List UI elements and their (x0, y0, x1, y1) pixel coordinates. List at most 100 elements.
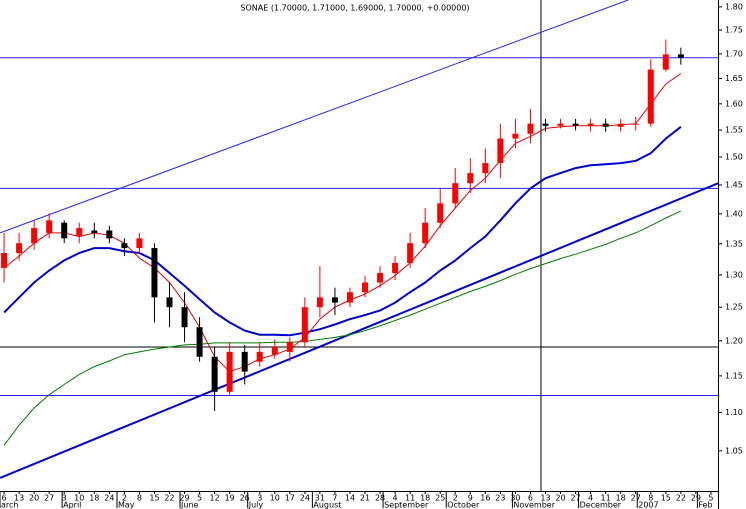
x-tick-label: 11 (601, 494, 611, 503)
month-label: July (248, 501, 264, 509)
candle-body (677, 54, 684, 58)
x-tick-label: 8 (648, 494, 653, 503)
x-tick-label: 18 (89, 494, 99, 503)
month-label: arch (1, 501, 18, 509)
x-tick-label: 29 (179, 494, 189, 503)
x-tick-label: 3 (257, 494, 262, 503)
x-tick-label: 11 (405, 494, 415, 503)
y-tick-label: 1.35 (725, 239, 743, 248)
candle-body (452, 183, 459, 204)
x-tick-label: 7 (332, 494, 337, 503)
candle-body (136, 238, 143, 249)
x-tick-label: 29 (691, 494, 701, 503)
x-tick-label: 30 (510, 494, 520, 503)
month-label: October (447, 501, 480, 509)
x-tick-label: 22 (676, 494, 686, 503)
trend-line (0, 0, 629, 234)
trend-line (0, 182, 718, 479)
month-label: August (313, 501, 341, 509)
x-tick-label: 26 (240, 494, 250, 503)
x-tick-label: 18 (420, 494, 430, 503)
x-tick-label: 9 (468, 494, 473, 503)
x-tick-label: 10 (74, 494, 84, 503)
y-tick-label: 1.40 (725, 209, 743, 218)
x-tick-label: 15 (149, 494, 159, 503)
x-tick-label: 12 (210, 494, 220, 503)
x-tick-label: 2 (122, 494, 127, 503)
candle-body (1, 253, 8, 268)
x-tick-label: 20 (29, 494, 39, 503)
candle-body (271, 347, 278, 355)
x-tick-label: 4 (588, 494, 593, 503)
candle-body (121, 243, 128, 249)
moving-average-line (3, 73, 682, 373)
x-tick-label: 27 (631, 494, 641, 503)
candle-body (542, 123, 549, 126)
month-label: December (580, 501, 622, 509)
candle-body (467, 173, 474, 184)
x-tick-label: 6 (2, 494, 7, 503)
x-tick-label: 23 (495, 494, 505, 503)
y-tick-label: 1.65 (725, 74, 743, 83)
candle-body (587, 123, 594, 126)
x-tick-label: 14 (345, 494, 355, 503)
candle-body (31, 228, 38, 244)
candle-body (407, 243, 414, 263)
x-tick-label: 21 (360, 494, 370, 503)
x-tick-label: 19 (225, 494, 235, 503)
candle-body (211, 356, 218, 392)
y-tick-label: 1.10 (725, 408, 743, 417)
candle-body (392, 262, 399, 273)
candle-body (617, 123, 624, 127)
x-tick-label: 25 (435, 494, 445, 503)
x-tick-label: 17 (285, 494, 295, 503)
candle-body (437, 203, 444, 223)
candle-body (422, 222, 429, 244)
candle-body (16, 243, 23, 254)
month-label: May (118, 501, 135, 509)
candle-body (286, 342, 293, 352)
candle-body (632, 123, 639, 125)
y-tick-label: 1.70 (725, 49, 743, 58)
plot-area (0, 0, 718, 491)
x-tick-label: 27 (570, 494, 580, 503)
candle-body (61, 222, 68, 239)
chart-title: SONAE (1.70000, 1.71000, 1.69000, 1.7000… (240, 4, 469, 13)
candle-body (256, 351, 263, 362)
candle-body (557, 123, 564, 126)
candle-body (241, 351, 248, 372)
y-tick-label: 1.30 (725, 270, 743, 279)
moving-average-line (3, 210, 682, 446)
month-label: November (513, 501, 555, 509)
candle-body (106, 230, 113, 239)
y-tick-label: 1.55 (725, 126, 743, 135)
candle-body (91, 230, 98, 233)
x-tick-label: 31 (315, 494, 325, 503)
x-tick-label: 5 (708, 494, 713, 503)
x-tick-label: 27 (44, 494, 54, 503)
y-tick-label: 1.60 (725, 99, 743, 108)
candle-body (662, 54, 669, 70)
x-tick-label: 24 (104, 494, 114, 503)
x-tick-label: 2 (453, 494, 458, 503)
x-tick-label: 8 (137, 494, 142, 503)
month-label: June (180, 501, 199, 509)
x-tick-label: 20 (555, 494, 565, 503)
candle-body (181, 307, 188, 328)
candle-body (512, 133, 519, 139)
x-tick-label: 22 (164, 494, 174, 503)
month-label: September (384, 501, 429, 509)
x-tick-label: 18 (616, 494, 626, 503)
candle-body (482, 163, 489, 174)
y-tick-label: 1.05 (725, 446, 743, 455)
moving-average-line (3, 126, 682, 337)
x-tick-label: 15 (661, 494, 671, 503)
candle-body (301, 307, 308, 343)
y-tick-label: 1.20 (725, 336, 743, 345)
month-label: April (63, 501, 81, 509)
y-tick-label: 1.50 (725, 153, 743, 162)
y-tick-label: 1.15 (725, 371, 743, 380)
candle-body (166, 297, 173, 308)
y-tick-label: 1.80 (725, 2, 743, 11)
